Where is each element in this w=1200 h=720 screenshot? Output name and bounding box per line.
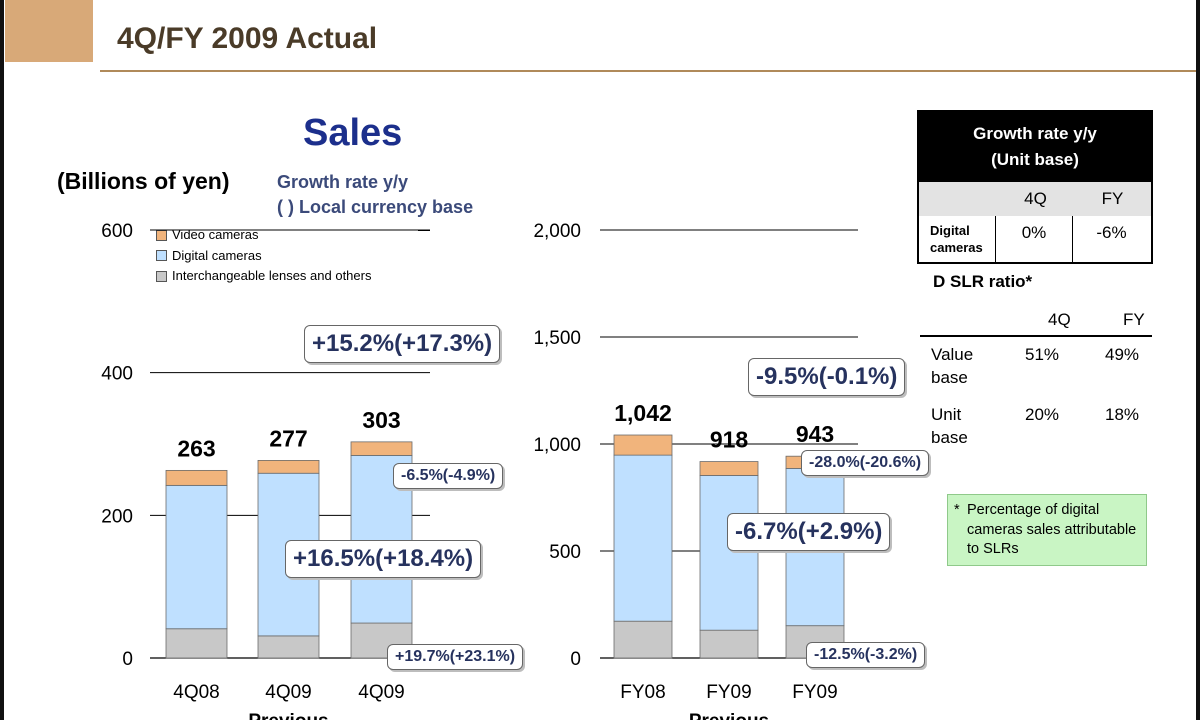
left-bar-segment: [165, 484, 228, 630]
growth-table-column-header: 4Q FY: [919, 182, 1151, 216]
right-bar-segment: [699, 629, 759, 659]
growth-table-col-4q: 4Q: [1024, 189, 1047, 208]
footnote-marker: *: [954, 502, 960, 518]
legend-swatch-lenses: [156, 270, 167, 282]
right-bar-total-label: 943: [796, 421, 834, 447]
left-bar-segment: [350, 441, 413, 456]
growth-box-fy-lenses: -12.5%(-3.2%): [806, 642, 926, 668]
right-bar-segment: [613, 620, 673, 659]
right-y-tick-label: 2,000: [533, 221, 581, 242]
left-y-tick-label: 600: [101, 221, 133, 242]
left-bar-segment: [257, 460, 320, 474]
left-bar-total-label: 277: [269, 425, 307, 451]
growth-table-row-label-line2: cameras: [930, 240, 983, 255]
right-y-tick-label: 1,500: [533, 328, 581, 349]
left-category-label: 4Q09: [265, 682, 311, 703]
right-y-tick-label: 500: [549, 542, 581, 563]
chart-title: Sales: [303, 112, 403, 154]
slr-ratio-title: D SLR ratio*: [933, 272, 1033, 291]
right-y-tick-label: 0: [570, 649, 581, 670]
left-y-tick-label: 200: [101, 506, 133, 527]
growth-rate-unit-table: Growth rate y/y (Unit base) 4Q FY Digita…: [917, 110, 1153, 264]
left-bar-total-label: 263: [177, 435, 215, 461]
slr-row-unit-label2: base: [931, 428, 968, 447]
right-bar-segment: [613, 434, 673, 456]
left-bar-segment: [257, 635, 320, 659]
growth-rate-label-line2: ( ) Local currency base: [277, 197, 474, 217]
header-accent-block: [5, 0, 93, 62]
legend-swatch-digital: [156, 250, 167, 262]
growth-box-4q-lenses: +19.7%(+23.1%): [387, 644, 524, 670]
growth-box-4q-video: -6.5%(-4.9%): [393, 463, 504, 489]
growth-table-fy-value: -6%: [1096, 223, 1127, 242]
growth-table-row-label: Digital cameras: [919, 216, 996, 262]
right-bar-total-label: 1,042: [614, 400, 672, 426]
right-category-label: FY09: [706, 682, 751, 703]
right-y-tick-label: 1,000: [533, 435, 581, 456]
growth-table-row-digital: Digital cameras 0% -6%: [919, 216, 1151, 262]
right-category-label: FY08: [620, 682, 665, 703]
slr-table-header: 4Q FY: [920, 300, 1152, 337]
slr-value-4q: 51%: [1025, 345, 1060, 364]
growth-box-4q-total: +15.2%(+17.3%): [304, 325, 501, 363]
growth-box-fy-total: -9.5%(-0.1%): [748, 358, 906, 396]
slr-row-value-label1: Value: [931, 345, 974, 364]
growth-box-fy-video: -28.0%(-20.6%): [801, 450, 930, 476]
growth-table-title-line1: Growth rate y/y: [973, 124, 1097, 143]
legend-item-lenses: Interchangeable lenses and others: [156, 266, 371, 287]
growth-table-row-label-line1: Digital: [930, 223, 970, 238]
growth-box-fy-digital: -6.7%(+2.9%): [727, 513, 891, 551]
left-category-label: 4Q09: [358, 682, 404, 703]
footnote-text: Percentage of digital cameras sales attr…: [967, 502, 1137, 557]
slr-unit-fy: 18%: [1105, 405, 1140, 424]
slr-row-value-label2: base: [931, 368, 968, 387]
right-category-label: FY09: [792, 682, 837, 703]
slr-row-unit: Unit base 20% 18%: [931, 403, 1151, 449]
right-bar-segment: [699, 475, 759, 631]
unit-label: (Billions of yen): [57, 168, 230, 194]
legend-item-digital: Digital cameras: [156, 246, 371, 267]
right-bar-segment: [699, 461, 759, 476]
page-title: 4Q/FY 2009 Actual: [117, 22, 378, 55]
left-bar-segment: [165, 469, 228, 486]
left-y-tick-label: 400: [101, 364, 133, 385]
left-y-tick-label: 0: [122, 649, 133, 670]
right-bar-total-label: 918: [710, 427, 749, 453]
slr-row-unit-label1: Unit: [931, 405, 962, 424]
chart-legend: Video cameras Digital cameras Interchang…: [156, 225, 371, 287]
frame-right-border: [1196, 0, 1200, 720]
growth-table-header: Growth rate y/y (Unit base): [919, 112, 1151, 182]
slr-col-fy: FY: [1123, 310, 1145, 329]
growth-box-4q-digital: +16.5%(+18.4%): [285, 540, 482, 578]
legend-label-video: Video cameras: [172, 227, 259, 242]
right-bar-segment: [613, 454, 673, 622]
legend-label-digital: Digital cameras: [172, 247, 262, 263]
right-category-sublabel: Previous: [689, 711, 769, 720]
growth-rate-label-line1: Growth rate y/y: [277, 172, 409, 192]
growth-table-4q-value: 0%: [996, 216, 1073, 262]
growth-table-title-line2: (Unit base): [991, 150, 1079, 169]
frame-left-border: [0, 0, 4, 720]
slr-unit-4q: 20%: [1025, 405, 1060, 424]
slr-value-fy: 49%: [1105, 345, 1140, 364]
left-bar-segment: [165, 628, 228, 659]
slr-col-4q: 4Q: [1048, 310, 1071, 329]
slr-row-value: Value base 51% 49%: [931, 343, 1151, 389]
growth-rate-label: Growth rate y/y ( ) Local currency base: [277, 170, 473, 220]
growth-table-col-fy: FY: [1101, 189, 1124, 208]
legend-label-lenses: Interchangeable lenses and others: [172, 268, 372, 283]
left-category-sublabel: Previous: [248, 711, 328, 720]
footnote-box: * Percentage of digital cameras sales at…: [947, 494, 1147, 566]
left-category-label: 4Q08: [173, 682, 219, 703]
header-divider: [100, 70, 1196, 72]
left-bar-total-label: 303: [362, 407, 400, 433]
